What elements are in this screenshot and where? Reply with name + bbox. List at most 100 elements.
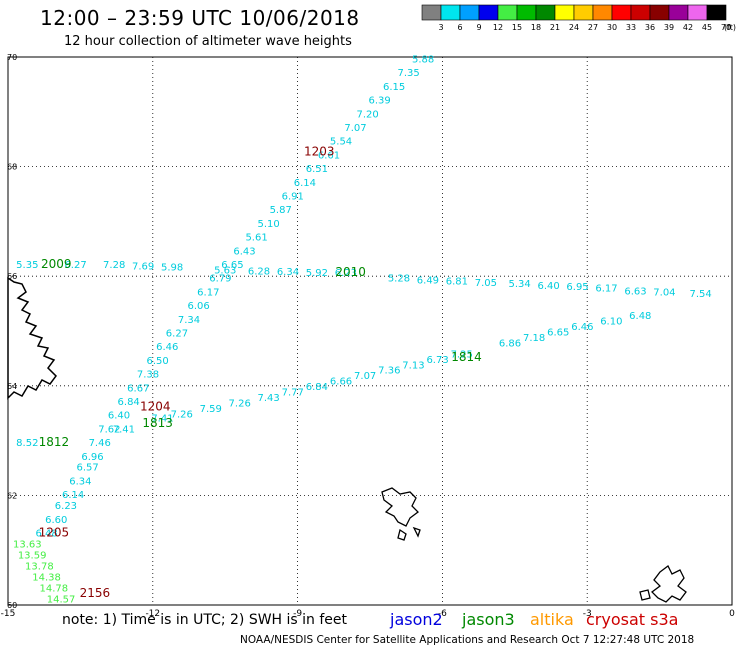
color-scale-swatch bbox=[459, 4, 480, 21]
pass-time-label: 1814 bbox=[451, 350, 482, 364]
swh-value-label: 5.61 bbox=[245, 233, 267, 244]
shetland-islands bbox=[639, 565, 687, 603]
legend-jason2: jason2 bbox=[390, 610, 443, 629]
swh-value-label: 13.63 bbox=[13, 539, 42, 550]
color-scale-swatch bbox=[649, 4, 670, 21]
swh-value-label: 7.77 bbox=[282, 388, 304, 399]
swh-value-label: 6.40 bbox=[108, 411, 130, 422]
color-scale-swatch bbox=[440, 4, 461, 21]
color-scale-label: 42 bbox=[683, 23, 693, 32]
swh-value-label: 5.63 bbox=[214, 265, 236, 276]
swh-value-label: 7.28 bbox=[103, 260, 125, 271]
swh-value-label: 7.34 bbox=[178, 315, 200, 326]
wave-height-values: 5.88 7.35 6.15 6.39 7.20 7.07 5.54 6.61 6.51 6.14… bbox=[13, 54, 712, 605]
legend-jason3: jason3 bbox=[462, 610, 515, 629]
pass-time-label: 1205 bbox=[39, 526, 70, 540]
pass-time-label: 2156 bbox=[80, 586, 111, 600]
swh-value-label: 6.48 bbox=[629, 311, 651, 322]
pass-time-labels: 1203 1204 1205 2156 2009 2010 1812 1813 1814 bbox=[39, 145, 482, 600]
swh-value-label: 6.27 bbox=[64, 260, 86, 271]
swh-value-label: 7.04 bbox=[653, 287, 675, 298]
legend-altika: altika bbox=[530, 610, 574, 629]
swh-value-label: 5.35 bbox=[16, 260, 38, 271]
swh-value-label: 5.10 bbox=[258, 219, 280, 230]
swh-value-label: 7.43 bbox=[258, 393, 280, 404]
swh-value-label: 5.98 bbox=[161, 263, 183, 274]
swh-value-label: 6.60 bbox=[45, 515, 67, 526]
color-scale-swatch bbox=[554, 4, 575, 21]
swh-value-label: 14.78 bbox=[40, 583, 69, 594]
swh-value-label: 6.27 bbox=[166, 328, 188, 339]
swh-value-label: 7.26 bbox=[171, 410, 193, 421]
swh-value-label: 7.07 bbox=[354, 371, 376, 382]
swh-value-label: 7.05 bbox=[475, 278, 497, 289]
color-scale-swatch bbox=[497, 4, 518, 21]
lat-tick-label: 62 bbox=[7, 491, 17, 500]
iceland-coastline bbox=[7, 276, 57, 400]
color-scale-swatch bbox=[687, 4, 708, 21]
swh-value-label: 7.62 bbox=[98, 424, 120, 435]
swh-value-label: 6.17 bbox=[595, 284, 617, 295]
swh-value-label: 6.63 bbox=[624, 286, 646, 297]
page-title: 12:00 – 23:59 UTC 10/06/2018 bbox=[40, 6, 360, 30]
swh-value-label: 6.34 bbox=[69, 476, 91, 487]
color-scale-label: 70 bbox=[721, 23, 731, 32]
pass-time-label: 2009 bbox=[41, 257, 72, 271]
swh-value-label: 7.07 bbox=[344, 123, 366, 134]
color-scale-label: 9 bbox=[476, 23, 481, 32]
swh-value-label: 6.48 bbox=[35, 529, 57, 540]
color-scale-swatch bbox=[611, 4, 632, 21]
lon-tick-label: -12 bbox=[145, 609, 160, 619]
pass-time-label: 1203 bbox=[304, 145, 335, 159]
swh-value-label: 7.59 bbox=[200, 404, 222, 415]
swh-value-label: 6.06 bbox=[188, 301, 210, 312]
lat-tick-label: 68 bbox=[7, 163, 17, 172]
swh-value-label: 7.69 bbox=[132, 262, 154, 273]
lat-tick-label: 60 bbox=[7, 601, 17, 610]
color-scale-unit: (ft) bbox=[724, 23, 736, 32]
color-scale-label: 12 bbox=[493, 23, 503, 32]
pass-time-label: 1204 bbox=[140, 399, 171, 413]
lat-tick-label: 64 bbox=[7, 382, 17, 391]
swh-value-label: 7.36 bbox=[378, 366, 400, 377]
swh-value-label: 6.84 bbox=[306, 382, 328, 393]
swh-value-label: 14.57 bbox=[47, 594, 76, 605]
coastlines bbox=[7, 276, 687, 603]
color-scale-label: 39 bbox=[664, 23, 674, 32]
swh-value-label: 6.46 bbox=[156, 342, 178, 353]
swh-value-label: 6.79 bbox=[209, 274, 231, 285]
swh-value-label: 6.43 bbox=[233, 246, 255, 257]
lon-tick-label: -6 bbox=[438, 609, 447, 619]
swh-value-label: 7.18 bbox=[523, 333, 545, 344]
map-frame bbox=[7, 56, 733, 606]
color-scale-label: 21 bbox=[550, 23, 560, 32]
lat-lon-grid bbox=[7, 56, 733, 606]
swh-value-label: 6.57 bbox=[77, 463, 99, 474]
swh-value-label: 6.96 bbox=[81, 452, 103, 463]
color-scale-label: 6 bbox=[457, 23, 462, 32]
swh-value-label: 8.52 bbox=[16, 438, 38, 449]
lon-tick-label: -15 bbox=[1, 609, 16, 619]
swh-value-label: 6.23 bbox=[55, 501, 77, 512]
pass-time-label: 1813 bbox=[142, 416, 173, 430]
swh-value-label: 14.38 bbox=[32, 572, 61, 583]
pass-time-label: 1812 bbox=[39, 435, 70, 449]
swh-value-label: 6.66 bbox=[330, 377, 352, 388]
swh-value-label: 5.88 bbox=[412, 54, 434, 65]
swh-value-label: 6.65 bbox=[547, 327, 569, 338]
color-scale-label: 45 bbox=[702, 23, 712, 32]
color-scale-label: 36 bbox=[645, 23, 655, 32]
swh-value-label: 6.14 bbox=[294, 178, 316, 189]
swh-value-label: 6.91 bbox=[282, 191, 304, 202]
swh-value-label: 5.87 bbox=[270, 205, 292, 216]
faroe-islands bbox=[381, 487, 421, 541]
color-scale-swatch bbox=[478, 4, 499, 21]
color-scale-swatch bbox=[535, 4, 556, 21]
swh-value-label: 6.23 bbox=[335, 268, 357, 279]
swh-value-label: 6.51 bbox=[306, 164, 328, 175]
color-scale-label: 3 bbox=[438, 23, 443, 32]
color-scale-bar: 3 6 9 12 15 18 21 24 27 30 33 36 39 42 45 70(ft) bbox=[421, 4, 736, 32]
legend-cryosat-s3a: cryosat s3a bbox=[586, 610, 679, 629]
color-scale-label: 33 bbox=[626, 23, 636, 32]
